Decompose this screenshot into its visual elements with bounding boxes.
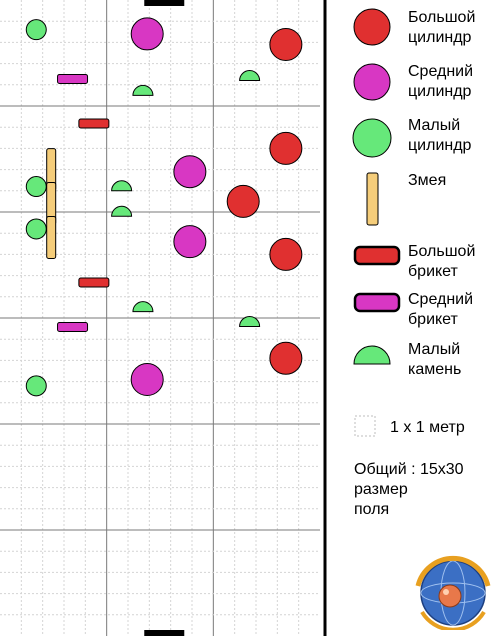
- small-stone: [111, 205, 133, 217]
- legend-medium-brick-icon: [353, 292, 401, 313]
- legend-snake-label: Змея: [408, 172, 447, 189]
- large-cylinder: [269, 28, 303, 62]
- snake-barrier: [46, 215, 57, 259]
- paintball-field-map: [0, 0, 327, 636]
- large-cylinder: [269, 131, 303, 165]
- legend-scale-square-icon: [354, 415, 376, 437]
- legend-small-cylinder-label: Малый цилиндр: [408, 117, 472, 154]
- small-cylinder: [25, 375, 47, 397]
- legend-large-cylinder-label: Большой цилиндр: [408, 9, 476, 46]
- field-size-label: Общий : 15х30 размер поля: [354, 461, 464, 518]
- medium-cylinder: [173, 225, 207, 259]
- medium-cylinder: [130, 362, 164, 396]
- legend-small-stone-icon: [353, 345, 391, 365]
- base-gate: [144, 630, 185, 636]
- medium-cylinder: [130, 17, 164, 51]
- small-stone: [239, 70, 261, 82]
- medium-brick: [57, 73, 89, 84]
- legend-large-brick-label: Большой брикет: [408, 243, 476, 280]
- legend-snake-icon: [366, 172, 379, 226]
- base-gate: [144, 0, 185, 6]
- small-stone: [132, 301, 154, 313]
- large-cylinder: [226, 184, 260, 218]
- legend-symbols: [352, 8, 401, 437]
- legend-medium-cylinder-label: Средний цилиндр: [408, 63, 474, 100]
- large-brick: [78, 277, 110, 288]
- large-brick: [78, 118, 110, 129]
- small-cylinder: [25, 19, 47, 41]
- small-stone: [239, 315, 261, 327]
- medium-cylinder: [173, 155, 207, 189]
- legend-scale-label: 1 х 1 метр: [390, 419, 465, 436]
- legend-large-brick-icon: [353, 245, 401, 266]
- small-stone: [111, 180, 133, 192]
- legend-medium-cylinder-icon: [353, 63, 391, 101]
- legend-small-stone-label: Малый камень: [408, 341, 462, 378]
- large-cylinder: [269, 237, 303, 271]
- paintball-club-logo: [415, 555, 491, 630]
- legend-large-cylinder-icon: [353, 8, 391, 46]
- legend-small-cylinder-icon: [352, 118, 392, 158]
- legend-medium-brick-label: Средний брикет: [408, 291, 474, 328]
- medium-brick: [57, 321, 89, 332]
- large-cylinder: [269, 341, 303, 375]
- small-cylinder: [25, 218, 47, 240]
- small-cylinder: [25, 176, 47, 198]
- small-stone: [132, 84, 154, 96]
